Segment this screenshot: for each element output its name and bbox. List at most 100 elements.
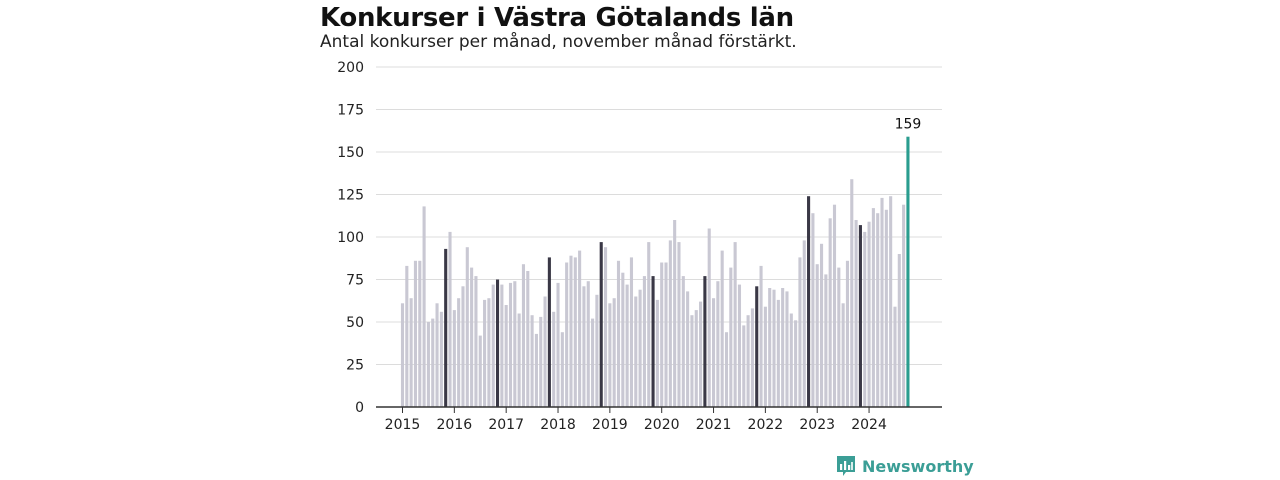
x-tick-label: 2024 [851, 417, 887, 433]
bar [776, 299, 780, 407]
bar [474, 276, 478, 407]
bar [470, 267, 474, 407]
bar [699, 301, 703, 407]
brand-name: Newsworthy [862, 456, 974, 476]
bar [569, 255, 573, 407]
bar [461, 286, 465, 407]
x-tick-label: 2023 [799, 417, 835, 433]
bar [711, 298, 716, 407]
bar [638, 289, 642, 407]
bar [487, 298, 491, 407]
bar [660, 262, 664, 407]
bar [435, 303, 439, 407]
bar [491, 284, 495, 407]
bar [539, 316, 543, 407]
bar [405, 265, 409, 407]
bar [837, 267, 841, 407]
bar [591, 318, 595, 407]
newsworthy-logo[interactable]: Newsworthy [835, 454, 974, 478]
x-tick-label: 2019 [592, 417, 628, 433]
chart-title: Konkurser i Västra Götalands län [320, 3, 794, 33]
bar [634, 296, 638, 407]
bar [768, 288, 772, 407]
bar [694, 310, 698, 407]
bar [750, 308, 754, 407]
bar [785, 291, 789, 407]
bar [647, 242, 651, 407]
bar [867, 221, 871, 407]
bar [400, 303, 405, 407]
bar [504, 305, 508, 407]
bar [802, 240, 806, 407]
bar [759, 265, 763, 407]
bar-chart-chat-icon [837, 456, 855, 476]
bar [807, 196, 811, 407]
bar [612, 298, 616, 407]
x-tick-label: 2022 [748, 417, 784, 433]
bar [517, 313, 521, 407]
bar [889, 196, 893, 407]
bar [521, 264, 526, 407]
bar [500, 284, 504, 407]
bar [534, 333, 538, 407]
bar [742, 325, 746, 407]
bar [681, 276, 685, 407]
bar [876, 213, 880, 407]
bar [832, 204, 837, 407]
y-tick-label: 200 [337, 60, 364, 76]
bar [880, 197, 884, 407]
bar [599, 242, 603, 407]
y-tick-label: 25 [346, 358, 364, 374]
bar [625, 284, 629, 407]
bar [578, 250, 582, 407]
bar [737, 284, 742, 407]
bar [642, 276, 646, 407]
bar [508, 282, 513, 407]
bar [690, 315, 694, 407]
y-tick-label: 50 [346, 315, 364, 331]
bar [720, 250, 724, 407]
bar [668, 240, 672, 407]
bar [547, 257, 551, 407]
bar [858, 225, 862, 407]
bar [439, 311, 443, 407]
bar [582, 286, 586, 407]
bar [824, 274, 828, 407]
bar [729, 267, 733, 407]
y-tick-label: 150 [337, 145, 364, 161]
bar [794, 320, 798, 407]
bar [677, 242, 681, 407]
bar [543, 296, 547, 407]
bar [789, 313, 793, 407]
bar [556, 282, 560, 407]
bar [755, 286, 759, 407]
bar [850, 179, 854, 407]
y-tick-label: 125 [337, 188, 364, 204]
bar [478, 335, 482, 407]
bar [526, 271, 530, 407]
bar [586, 281, 590, 407]
bar [495, 279, 500, 407]
bar [457, 298, 461, 407]
x-tick-label: 2016 [437, 417, 473, 433]
y-tick-label: 100 [337, 230, 364, 246]
bar [603, 247, 608, 407]
bar [608, 303, 612, 407]
bar [815, 264, 819, 407]
bar [560, 332, 564, 407]
bar [409, 298, 413, 407]
y-tick-label: 0 [355, 400, 364, 416]
bar [819, 243, 824, 407]
bar [716, 281, 720, 407]
bar [893, 306, 897, 407]
bar [902, 204, 906, 407]
bar [565, 262, 569, 407]
bar [703, 276, 707, 407]
bar [724, 332, 729, 407]
bar [573, 257, 577, 407]
bar [513, 281, 517, 407]
x-tick-label: 2017 [488, 417, 524, 433]
bar [811, 213, 815, 407]
bar [746, 315, 750, 407]
